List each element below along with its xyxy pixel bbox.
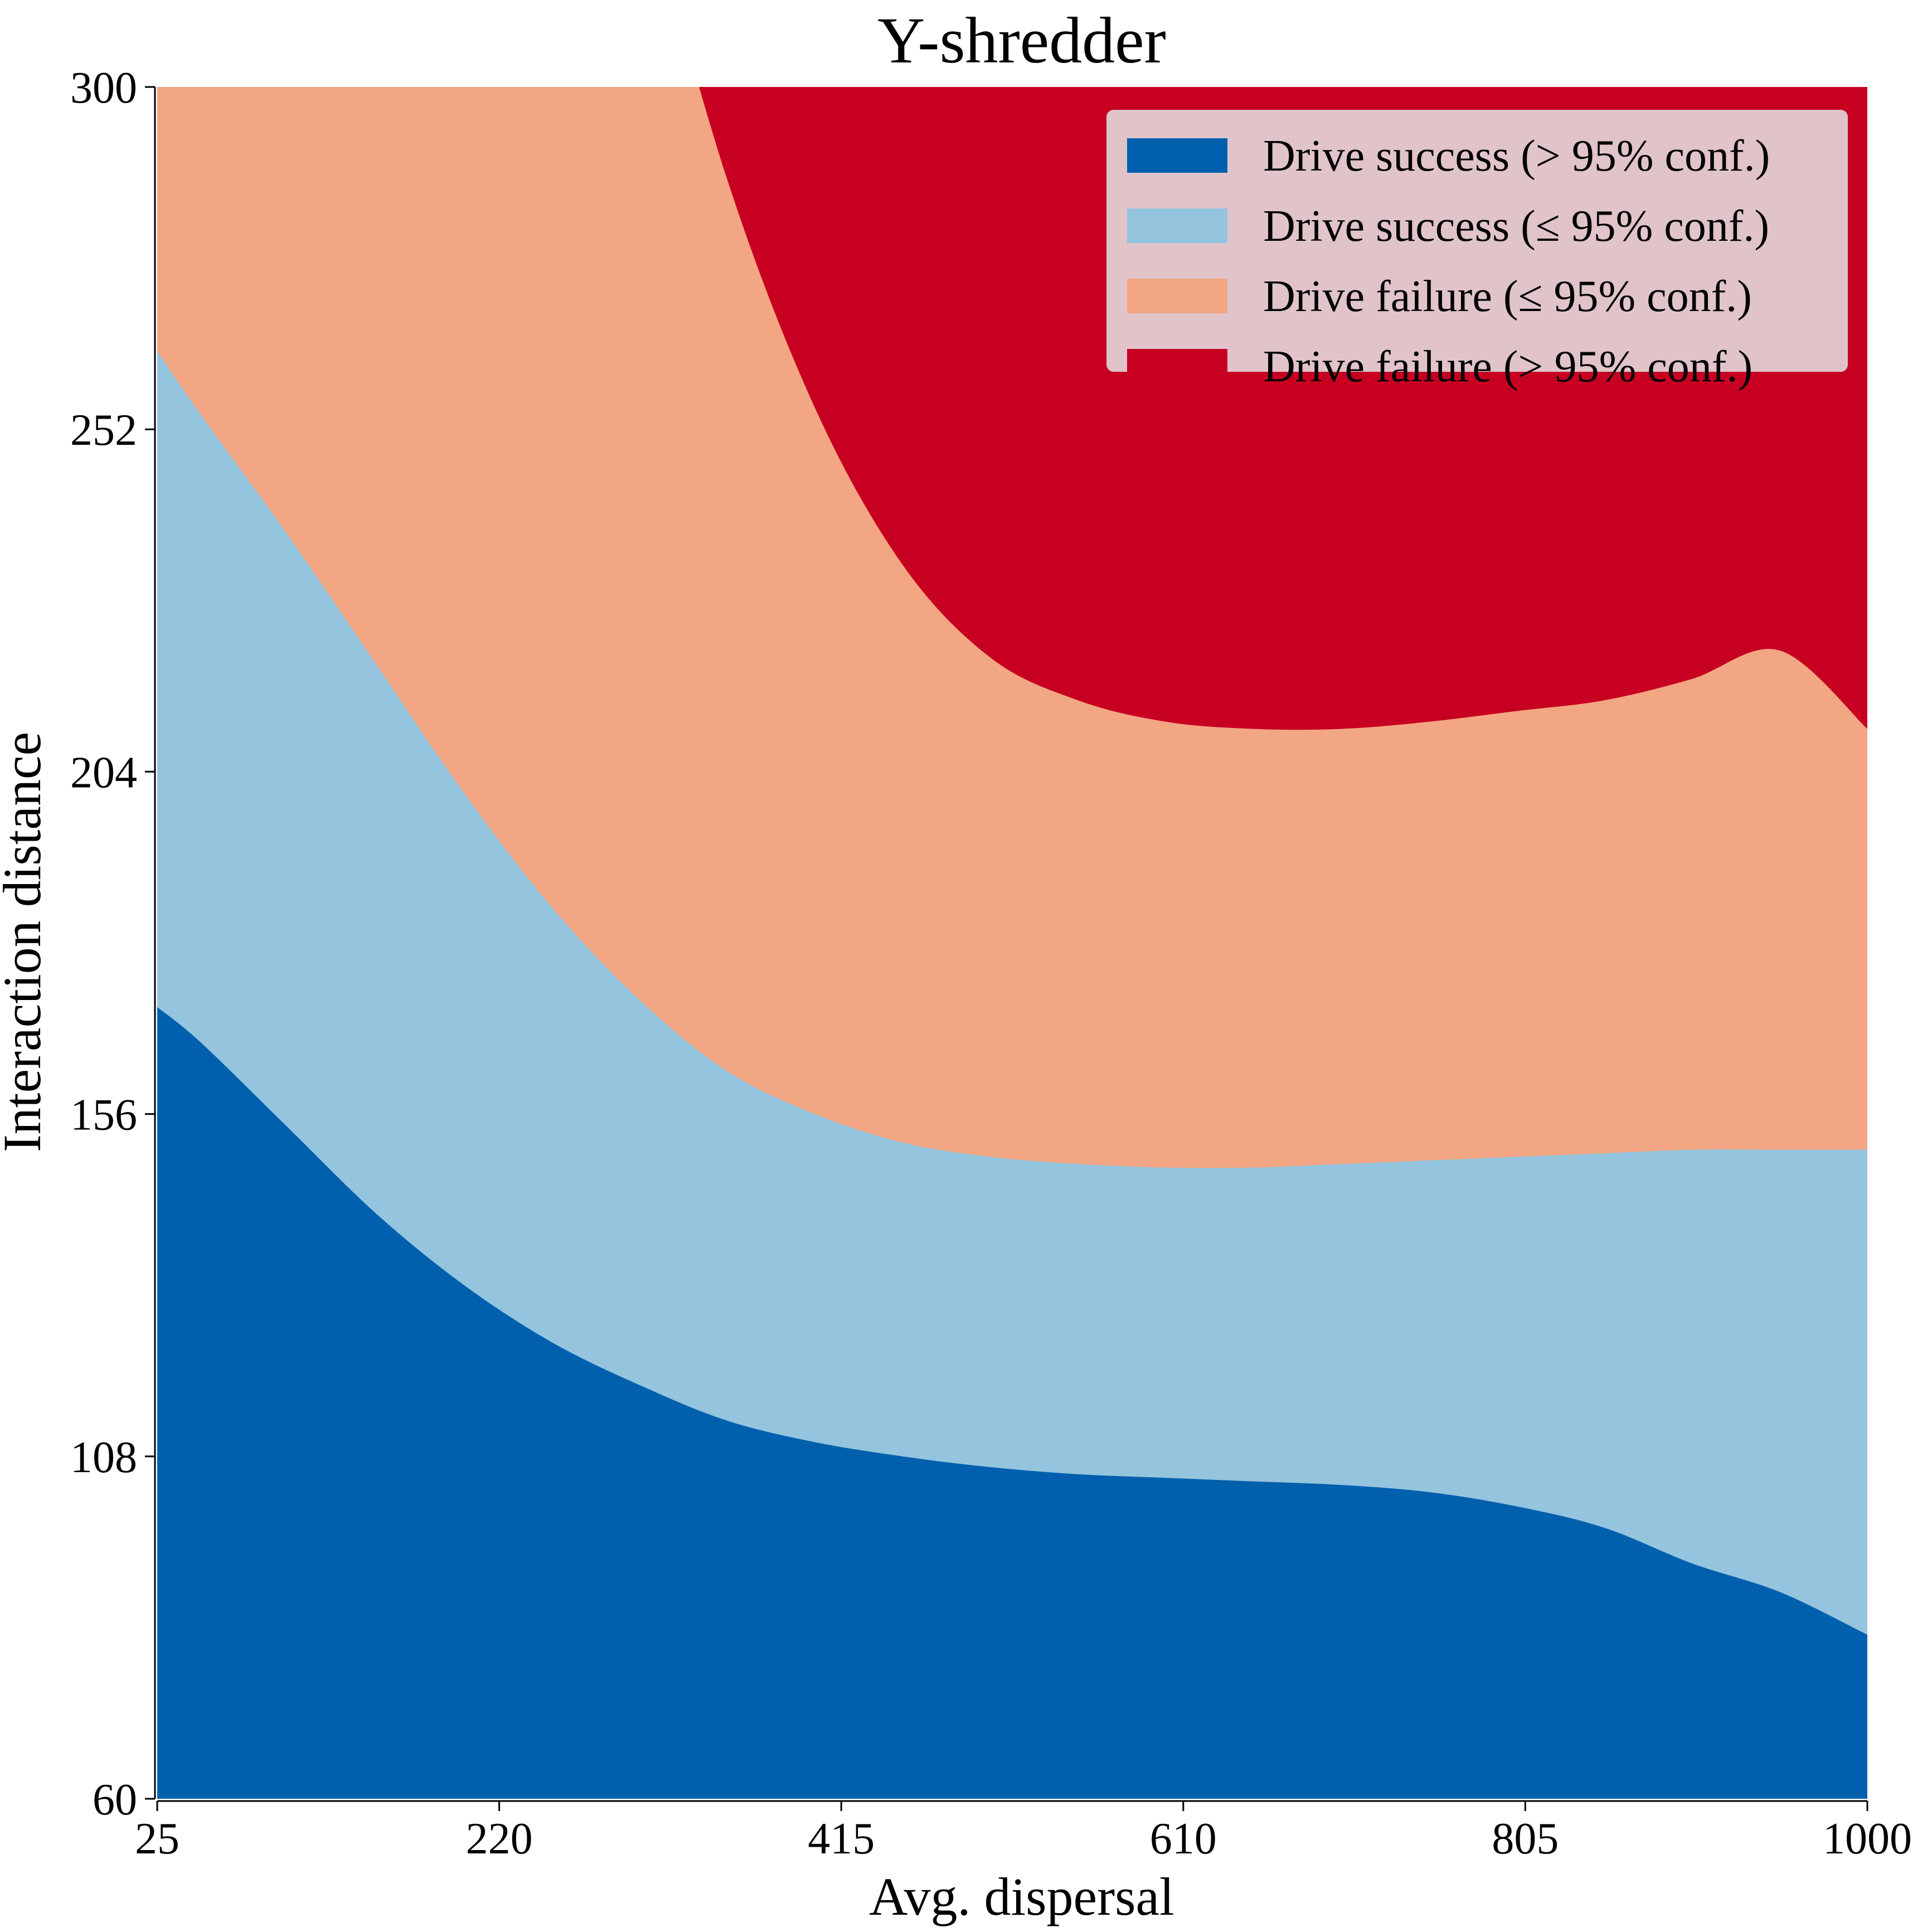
y-tick-label: 252 (70, 406, 137, 455)
x-tick-label: 220 (466, 1814, 533, 1863)
x-tick-label: 610 (1150, 1814, 1217, 1863)
legend-box (1106, 110, 1848, 372)
legend-swatch (1127, 279, 1227, 313)
y-tick-label: 60 (93, 1775, 137, 1824)
axes: 25 220 415 610 805 1000 60 108 156 204 252 300 (70, 64, 1912, 1863)
x-tick-label: 415 (808, 1814, 875, 1863)
legend-swatch (1127, 208, 1227, 243)
legend-entry: Drive success (≤ 95% conf.) (1263, 202, 1769, 251)
x-axis-label: Avg. dispersal (869, 1867, 1174, 1926)
y-tick-label: 204 (70, 748, 137, 797)
y-tick-label: 156 (70, 1091, 137, 1140)
legend: Drive success (> 95% conf.) Drive success… (1106, 110, 1848, 391)
plot-area (157, 87, 1867, 1799)
legend-entry: Drive failure (≤ 95% conf.) (1263, 272, 1752, 321)
region-drive-success-high (157, 1007, 1867, 1799)
y-tick-label: 300 (70, 64, 137, 113)
x-tick-label: 25 (135, 1814, 179, 1863)
x-tick-label: 805 (1492, 1814, 1559, 1863)
y-tick-label: 108 (70, 1433, 137, 1482)
legend-swatch (1127, 349, 1227, 384)
legend-swatch (1127, 138, 1227, 173)
legend-entry: Drive failure (> 95% conf.) (1263, 342, 1753, 391)
legend-entry: Drive success (> 95% conf.) (1263, 132, 1770, 181)
y-axis-label: Interaction distance (0, 732, 52, 1152)
chart-title: Y-shredder (877, 4, 1166, 77)
x-tick-label: 1000 (1823, 1814, 1912, 1863)
